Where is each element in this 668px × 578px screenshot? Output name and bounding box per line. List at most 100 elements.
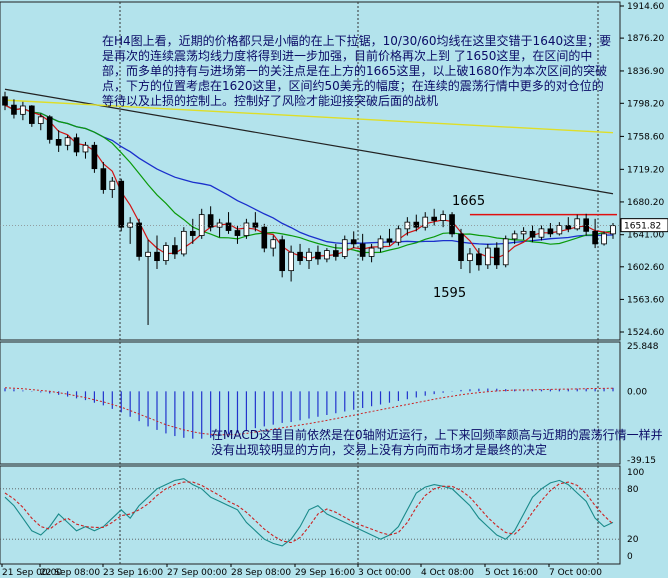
candle-body	[386, 238, 393, 243]
candle-body	[100, 168, 107, 190]
candle-body	[46, 116, 53, 140]
candle-body	[449, 214, 455, 235]
candle-body	[574, 218, 581, 230]
main-annotation: 在H4图上看，近期的价格都只是小幅的在上下拉锯，10/30/60均线在这里交错于…	[102, 34, 612, 108]
candle-body	[29, 105, 35, 124]
candle-body	[181, 230, 187, 255]
candle-body	[538, 228, 545, 238]
candle-body	[297, 251, 303, 262]
time-tick-label: 3 Oct 00:00	[358, 568, 411, 578]
candle-body	[333, 250, 339, 257]
candle-body	[324, 250, 330, 260]
candle-body	[2, 96, 8, 106]
price-tick-label: 1758.60	[627, 132, 664, 142]
candle-body	[216, 222, 223, 228]
price-tick-label: 1836.90	[627, 67, 664, 77]
candle-body	[601, 233, 607, 245]
time-tick-label: 7 Oct 00:00	[549, 568, 602, 578]
time-tick-label: 5 Oct 16:00	[485, 568, 538, 578]
candle-body	[279, 239, 285, 272]
current-price-box	[620, 218, 668, 233]
candle-body	[404, 221, 411, 230]
time-tick-label: 21 Sep 00:00	[2, 568, 62, 578]
candle-body	[368, 247, 375, 257]
candle-body	[485, 247, 491, 266]
ma-30-line	[4, 104, 614, 254]
candle-body	[315, 251, 321, 260]
candle-body	[350, 239, 357, 245]
candle-body	[82, 144, 89, 153]
candle-body	[243, 222, 250, 236]
candle-body	[37, 116, 44, 124]
price-tick-label: 1876.20	[627, 34, 664, 44]
macd-signal-line	[4, 387, 614, 436]
stoch-d-line	[4, 481, 614, 544]
candle-body	[225, 222, 232, 231]
candle-body	[306, 251, 312, 262]
candle-body	[476, 253, 482, 266]
time-tick-label: 29 Sep 16:00	[295, 568, 355, 578]
candle-body	[458, 233, 464, 262]
ma-60-line	[4, 104, 614, 245]
high-label: 1665	[452, 194, 485, 209]
ma-slow-dark-line	[4, 88, 614, 195]
candle-body	[163, 245, 169, 262]
candle-body	[413, 221, 420, 228]
candle-body	[145, 251, 151, 257]
candle-body	[431, 216, 437, 221]
candle-body	[556, 225, 563, 235]
candle-body	[154, 251, 160, 262]
macd-tick-label: 0.00	[627, 387, 647, 397]
candle-body	[359, 243, 366, 257]
candle-body	[395, 228, 402, 243]
candle-body	[592, 230, 598, 245]
candle-body	[467, 253, 473, 262]
stoch-tick-label: 80	[627, 485, 639, 495]
candle-body	[422, 216, 429, 228]
candle-body	[109, 180, 116, 190]
candle-body	[189, 230, 196, 236]
low-label: 1595	[433, 286, 466, 301]
stoch-tick-label: 20	[627, 535, 639, 545]
candle-body	[207, 214, 214, 228]
price-tick-label: 1914.60	[627, 2, 664, 12]
stoch-tick-label: 0	[627, 552, 633, 562]
price-tick-label: 1680.20	[627, 198, 664, 208]
candle-body	[20, 105, 26, 115]
time-tick-label: 27 Sep 00:00	[167, 568, 227, 578]
candle-body	[198, 214, 205, 236]
ma-slow-yellow-line	[4, 99, 614, 134]
candle-body	[583, 218, 589, 232]
candle-body	[91, 144, 98, 170]
stoch-tick-label: 100	[627, 468, 644, 478]
price-tick-label: 1641.00	[627, 231, 664, 241]
candle-body	[118, 180, 125, 228]
panel-frame-2	[0, 341, 621, 465]
candle-body	[11, 104, 17, 115]
candle-body	[377, 238, 384, 249]
price-tick-label: 1563.60	[627, 295, 664, 305]
candle-body	[261, 226, 268, 249]
price-tick-label: 1798.20	[627, 99, 664, 109]
candle-body	[493, 247, 500, 266]
macd-tick-label: -39.15	[627, 456, 656, 466]
candle-body	[73, 137, 80, 153]
time-tick-label: 28 Sep 08:00	[231, 568, 291, 578]
panel-frame-3	[0, 465, 621, 565]
candle-body	[341, 239, 348, 257]
candle-body	[511, 233, 518, 240]
time-tick-label: 4 Oct 08:00	[421, 568, 474, 578]
macd-annotation: 在MACD这里目前依然是在0轴附近运行，上下来回频率颇高与近期的震荡行情一样并没…	[211, 428, 663, 457]
candle-body	[502, 238, 509, 266]
candle-body	[127, 222, 133, 228]
time-tick-label: 22 Sep 08:00	[40, 568, 100, 578]
candle-body	[136, 222, 142, 257]
panel-frame-1	[0, 1, 621, 341]
candle-body	[234, 230, 241, 236]
price-tick-label: 1524.60	[627, 328, 664, 338]
candle-body	[270, 239, 277, 249]
candle-body	[172, 245, 178, 255]
candle-body	[565, 225, 572, 230]
time-tick-label: 23 Sep 16:00	[103, 568, 163, 578]
